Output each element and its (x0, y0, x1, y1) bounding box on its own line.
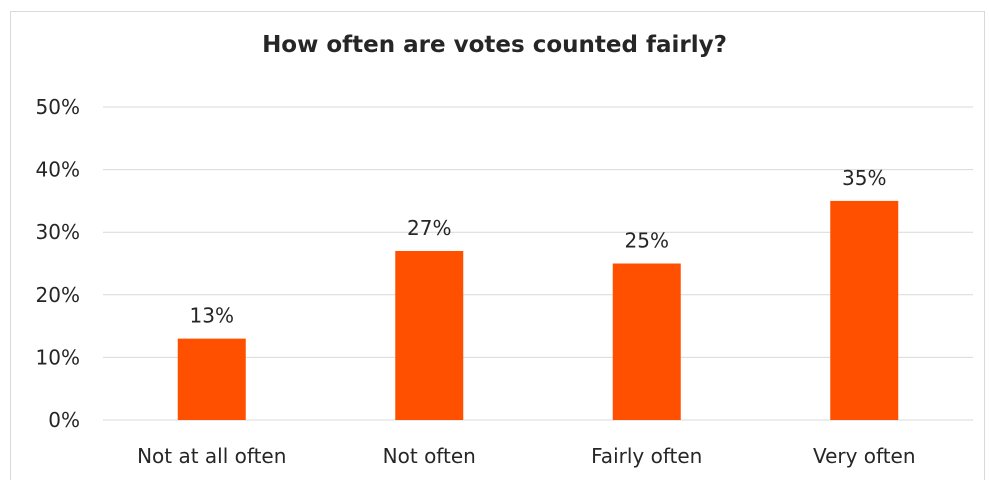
bar-not-often (395, 250, 464, 420)
x-tick-label: Very often (813, 444, 916, 468)
x-tick-label: Fairly often (591, 444, 702, 468)
data-labels: 13% 27% 25% 35% (190, 166, 887, 328)
x-tick-label: Not at all often (137, 444, 286, 468)
data-label: 13% (190, 304, 234, 328)
bars (177, 200, 899, 420)
data-label: 25% (625, 229, 669, 253)
y-tick-label: 50% (36, 95, 80, 119)
x-tick-label: Not often (383, 444, 476, 468)
chart-frame (10, 11, 985, 480)
data-label: 27% (407, 216, 451, 240)
gridlines (103, 106, 973, 421)
chart-title: How often are votes counted fairly? (262, 32, 727, 58)
y-axis-tick-labels: 0% 10% 20% 30% 40% 50% (36, 95, 80, 432)
y-tick-label: 20% (36, 283, 80, 307)
x-axis-tick-labels: Not at all often Not often Fairly often Ver… (137, 444, 915, 468)
bar-fairly-often (612, 263, 681, 420)
bar-very-often (830, 200, 899, 420)
data-label: 35% (842, 166, 886, 190)
y-tick-label: 30% (36, 220, 80, 244)
bar-not-at-all-often (177, 338, 246, 420)
y-tick-label: 10% (36, 345, 80, 369)
y-tick-label: 0% (48, 408, 80, 432)
y-tick-label: 40% (36, 158, 80, 182)
